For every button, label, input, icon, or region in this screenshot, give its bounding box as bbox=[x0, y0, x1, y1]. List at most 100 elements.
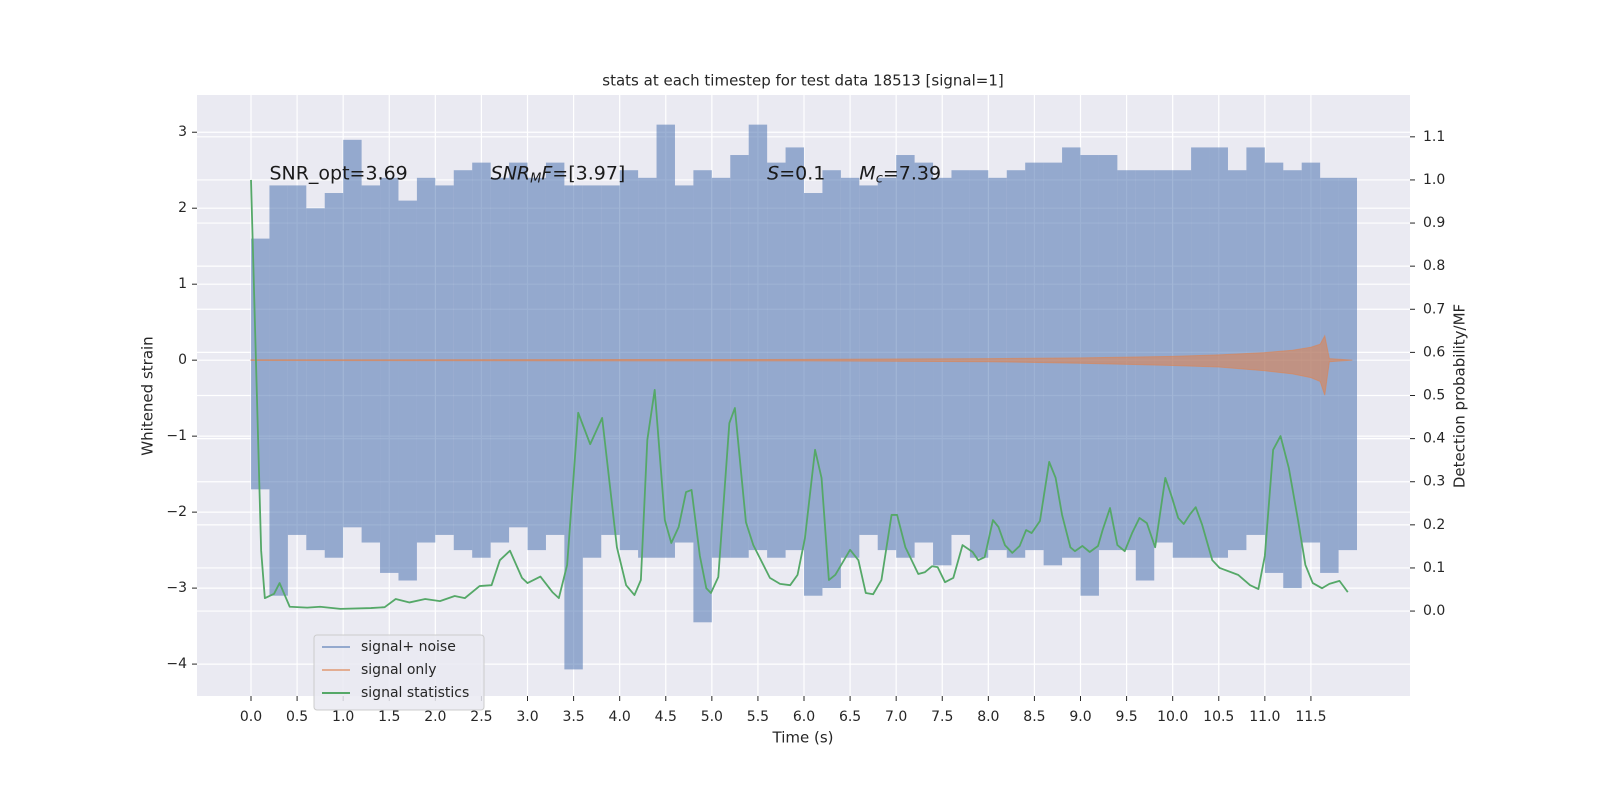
noise-band bbox=[969, 170, 989, 558]
noise-band bbox=[269, 185, 288, 596]
y2-tick-label: 0.8 bbox=[1423, 258, 1445, 274]
y-tick-label: 1 bbox=[178, 276, 187, 292]
noise-band bbox=[1062, 147, 1081, 558]
legend-label: signal+ noise bbox=[361, 639, 456, 655]
noise-band bbox=[398, 200, 417, 581]
annotation-part: S bbox=[767, 162, 779, 184]
y2-tick-label: 0.4 bbox=[1423, 431, 1445, 447]
x-tick-label: 0.0 bbox=[240, 709, 262, 725]
stat-line bbox=[250, 179, 1349, 610]
noise-band bbox=[988, 177, 1007, 551]
x-tick-label: 5.0 bbox=[701, 709, 723, 725]
noise-band bbox=[1283, 170, 1302, 589]
y2-axis-label: Detection probability/MF bbox=[1451, 304, 1469, 488]
x-tick-label: 9.5 bbox=[1115, 709, 1137, 725]
x-tick-label: 8.5 bbox=[1023, 709, 1045, 725]
x-tick-label: 8.0 bbox=[977, 709, 999, 725]
noise-band bbox=[877, 177, 897, 551]
noise-band bbox=[251, 238, 270, 490]
noise-band bbox=[748, 124, 768, 551]
noise-band bbox=[896, 155, 915, 558]
legend: signal+ noise signal only signal statistic… bbox=[313, 634, 485, 711]
y2-tick-label: 0.3 bbox=[1423, 474, 1445, 490]
annotation: S=0.1 bbox=[767, 162, 825, 184]
annotation-part: c bbox=[876, 171, 883, 186]
x-tick-label: 7.5 bbox=[931, 709, 953, 725]
y2-tick-label: 0.7 bbox=[1423, 301, 1445, 317]
noise-band bbox=[509, 162, 528, 528]
annotation-part: F bbox=[541, 162, 553, 184]
x-tick-label: 5.5 bbox=[747, 709, 769, 725]
x-tick-label: 2.0 bbox=[424, 709, 446, 725]
noise-band bbox=[1098, 155, 1118, 551]
y-tick-label: −3 bbox=[166, 580, 187, 596]
noise-band bbox=[1320, 177, 1339, 573]
noise-band bbox=[840, 177, 860, 558]
noise-band bbox=[1025, 162, 1044, 551]
noise-band bbox=[564, 185, 583, 670]
y2-tick-label: 0.9 bbox=[1423, 215, 1445, 231]
annotation-part: M bbox=[859, 162, 875, 184]
x-tick-label: 0.5 bbox=[286, 709, 308, 725]
noise-band bbox=[1043, 162, 1063, 566]
noise-band bbox=[1191, 147, 1210, 558]
chart-title: stats at each timestep for test data 185… bbox=[602, 72, 1003, 90]
x-tick-label: 1.0 bbox=[332, 709, 354, 725]
marks: SNR_opt=3.69 SNRMF=[3.97] S=0.1 Mc=7.39 bbox=[250, 124, 1358, 670]
x-tick-label: 3.0 bbox=[516, 709, 538, 725]
x-tick-label: 6.5 bbox=[839, 709, 861, 725]
noise-band bbox=[1338, 177, 1358, 551]
x-tick-label: 9.0 bbox=[1069, 709, 1091, 725]
x-tick-label: 11.5 bbox=[1295, 709, 1326, 725]
noise-band bbox=[1135, 170, 1155, 581]
y-tick-label: −1 bbox=[166, 428, 187, 444]
x-tick-label: 4.5 bbox=[655, 709, 677, 725]
x-tick-label: 10.0 bbox=[1157, 709, 1188, 725]
y-tick-label: 0 bbox=[178, 352, 187, 368]
annotation-part: =[3.97] bbox=[552, 162, 625, 184]
noise-band bbox=[674, 185, 694, 543]
noise-band bbox=[361, 185, 381, 543]
noise-band bbox=[693, 170, 712, 623]
noise-band bbox=[914, 162, 934, 543]
annotation-part: =7.39 bbox=[883, 162, 941, 184]
noise-band bbox=[527, 177, 546, 551]
legend-label: signal only bbox=[361, 662, 436, 678]
x-tick-label: 1.5 bbox=[378, 709, 400, 725]
x-tick-label: 4.0 bbox=[609, 709, 631, 725]
annotation-part: SNR_opt=3.69 bbox=[269, 162, 407, 184]
noise-band bbox=[951, 170, 970, 535]
noise-band bbox=[306, 208, 325, 551]
noise-band bbox=[730, 155, 749, 558]
noise-band bbox=[1006, 170, 1026, 558]
x-axis-label: Time (s) bbox=[772, 729, 834, 747]
x-tick-label: 11.0 bbox=[1249, 709, 1280, 725]
noise-band bbox=[933, 177, 952, 566]
noise-band bbox=[1080, 155, 1099, 596]
y-tick-label: −4 bbox=[166, 656, 187, 672]
noise-band bbox=[1246, 147, 1265, 535]
y-tick-label: 2 bbox=[178, 200, 187, 216]
y2-tick-label: 0.6 bbox=[1423, 344, 1445, 360]
noise-band bbox=[1209, 147, 1228, 558]
annotation: Mc=7.39 bbox=[859, 162, 941, 186]
annotation-part: M bbox=[530, 171, 541, 186]
x-tick-label: 2.5 bbox=[470, 709, 492, 725]
annotation-part: SNR bbox=[491, 162, 530, 184]
noise-band bbox=[582, 185, 602, 558]
legend-label: signal statistics bbox=[361, 685, 469, 701]
annotation: SNR_opt=3.69 bbox=[269, 162, 407, 184]
noise-band bbox=[656, 124, 675, 558]
x-tick-label: 6.0 bbox=[793, 709, 815, 725]
x-tick-label: 7.0 bbox=[885, 709, 907, 725]
noise-band bbox=[343, 139, 362, 528]
y2-tick-label: 0.5 bbox=[1423, 388, 1445, 404]
y2-tick-label: 0.0 bbox=[1423, 603, 1445, 619]
noise-band bbox=[822, 170, 841, 589]
noise-band bbox=[638, 177, 657, 558]
legend-box bbox=[313, 634, 485, 711]
x-tick-label: 10.5 bbox=[1203, 709, 1234, 725]
y2-tick-label: 1.1 bbox=[1423, 129, 1445, 145]
